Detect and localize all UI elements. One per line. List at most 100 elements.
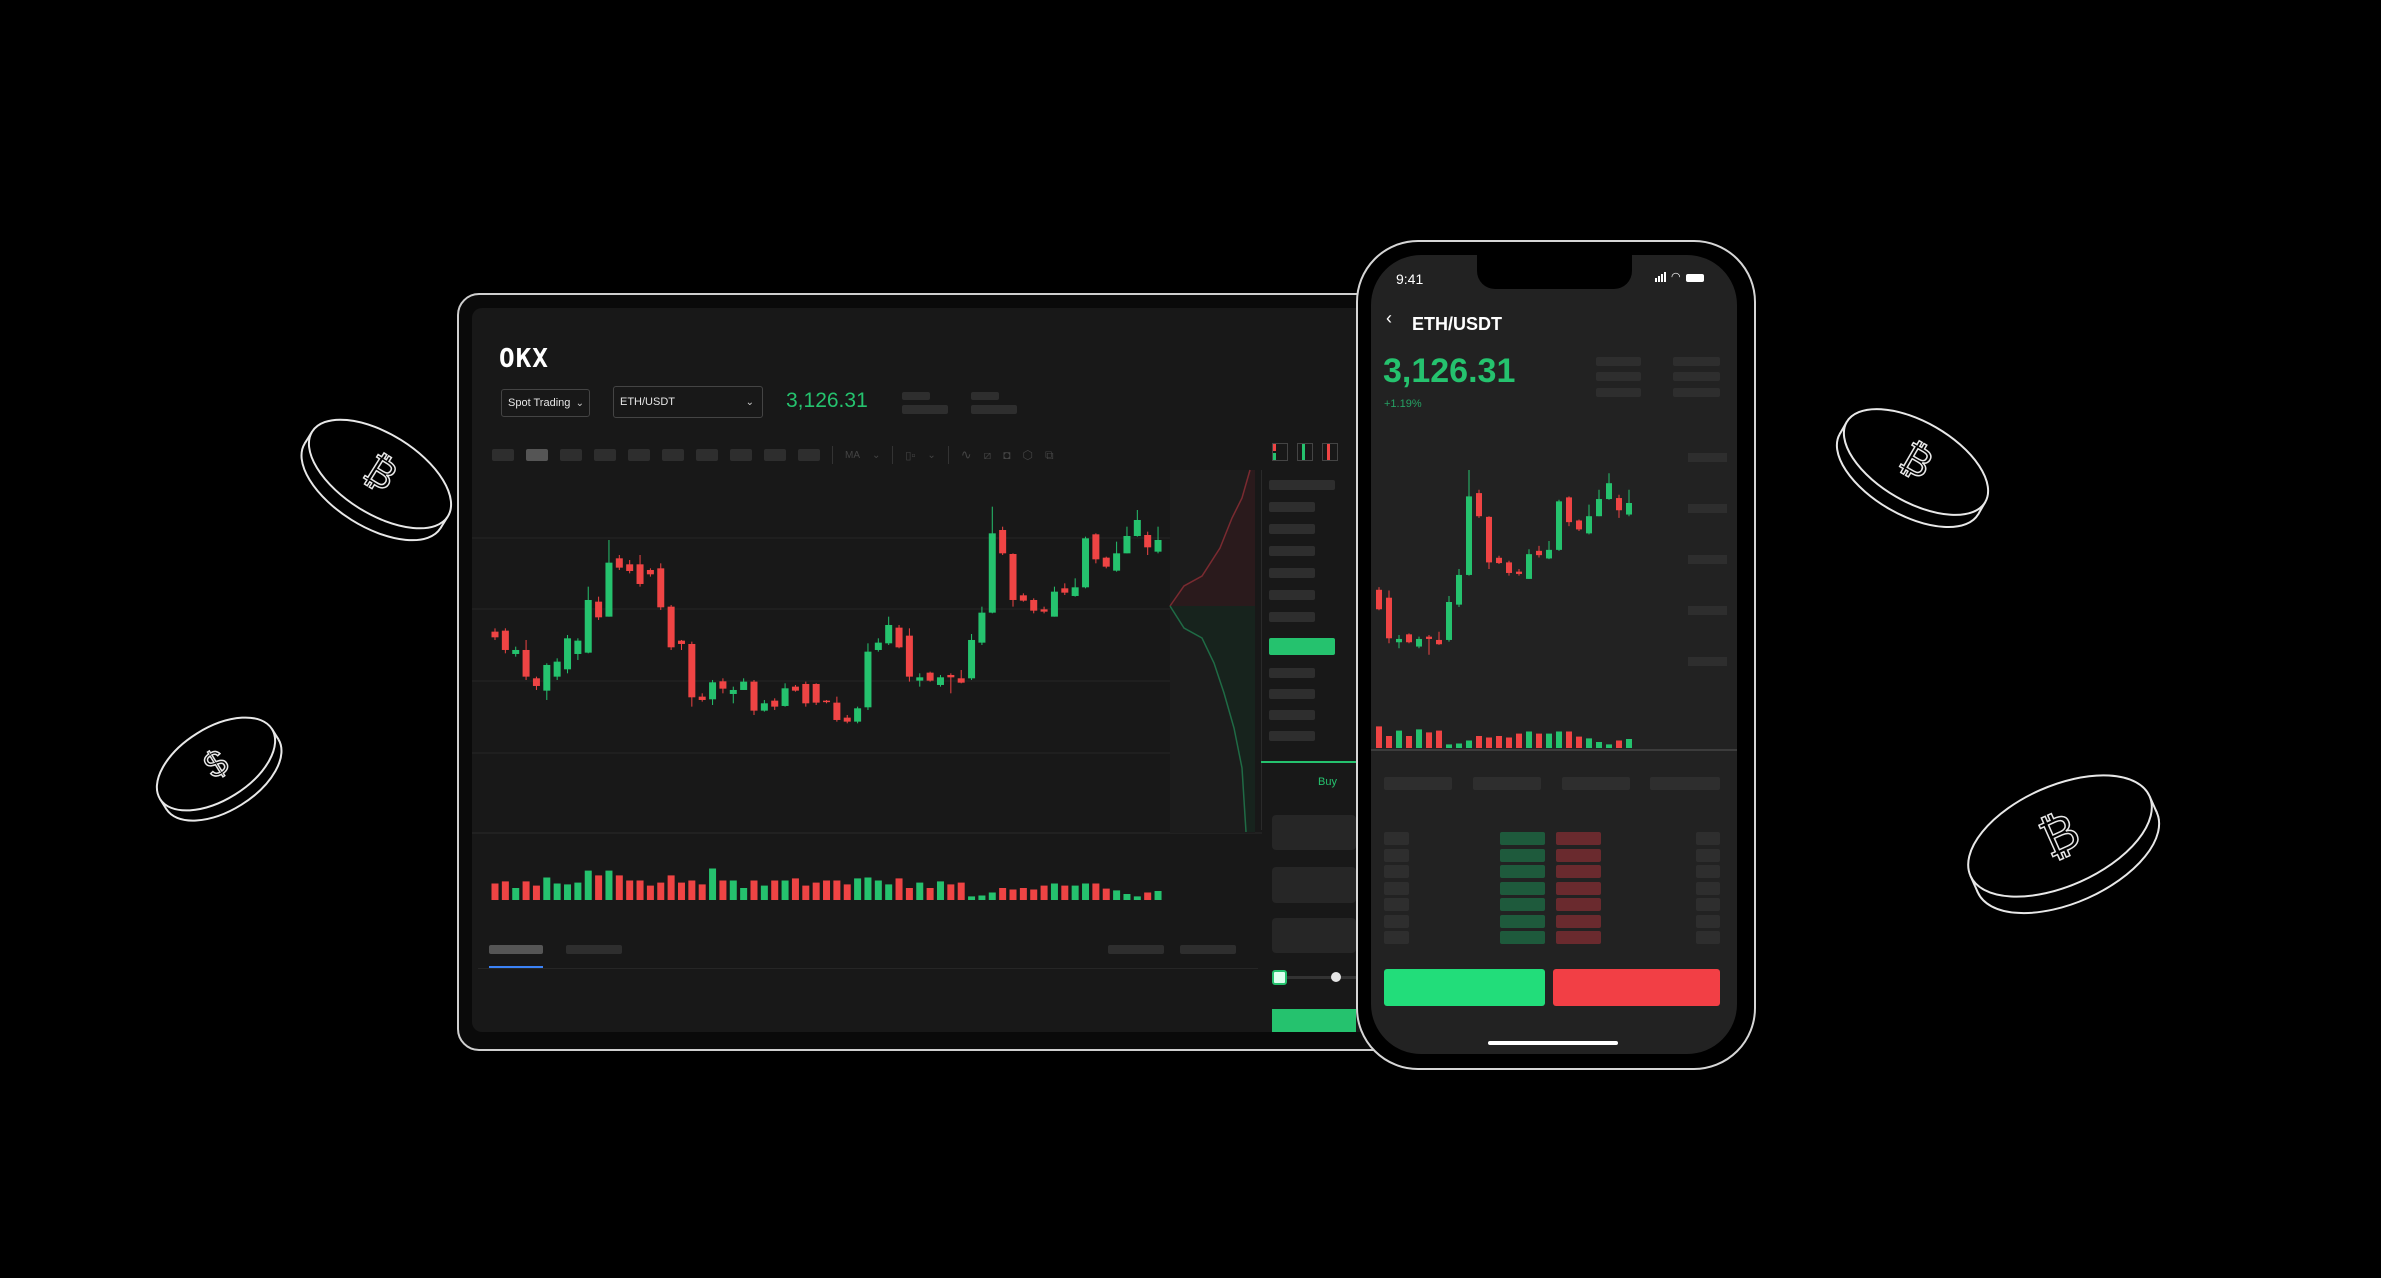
- ask-price[interactable]: [1556, 898, 1601, 911]
- fullscreen-icon[interactable]: ⧉: [1045, 447, 1054, 462]
- orderbook-both-icon[interactable]: [1272, 443, 1288, 461]
- bid-amount[interactable]: [1384, 931, 1409, 944]
- order-history-tab[interactable]: [566, 945, 622, 954]
- buy-button[interactable]: [1384, 969, 1545, 1006]
- volume-bar: [1082, 883, 1090, 900]
- timeframe-button[interactable]: [764, 449, 786, 461]
- candle: [916, 677, 924, 681]
- ask-row[interactable]: [1269, 590, 1315, 600]
- tab-placeholder[interactable]: [1473, 777, 1541, 790]
- ask-row[interactable]: [1269, 502, 1315, 512]
- bid-amount[interactable]: [1384, 832, 1409, 845]
- bid-row[interactable]: [1269, 689, 1315, 699]
- bid-price[interactable]: [1500, 898, 1545, 911]
- settings-icon[interactable]: ⬡: [1022, 448, 1034, 462]
- tab-placeholder[interactable]: [1562, 777, 1630, 790]
- bid-row[interactable]: [1269, 710, 1315, 720]
- orderbook-asks-icon[interactable]: [1322, 443, 1338, 461]
- tab-placeholder[interactable]: [1650, 777, 1720, 790]
- price-input[interactable]: [1272, 815, 1356, 850]
- candle-type-icon[interactable]: ▯▫: [905, 449, 916, 462]
- timeframe-button[interactable]: [730, 449, 752, 461]
- bid-amount[interactable]: [1384, 865, 1409, 878]
- volume-bar: [1426, 732, 1432, 748]
- timeframe-button[interactable]: [798, 449, 820, 461]
- timeframe-button-active[interactable]: [526, 449, 548, 461]
- candle: [760, 703, 768, 711]
- volume-bar: [771, 880, 779, 900]
- candle: [532, 678, 540, 686]
- bid-amount[interactable]: [1384, 898, 1409, 911]
- open-orders-tab[interactable]: [489, 945, 543, 954]
- bid-amount[interactable]: [1384, 914, 1409, 928]
- ask-row[interactable]: [1269, 546, 1315, 556]
- ruler-icon[interactable]: ⧄: [983, 447, 992, 462]
- volume-bar: [615, 875, 623, 900]
- tab-placeholder[interactable]: [1384, 777, 1452, 790]
- orderbook-bids-icon[interactable]: [1297, 443, 1313, 461]
- ask-row[interactable]: [1269, 568, 1315, 578]
- candle: [1061, 588, 1069, 593]
- ask-amount[interactable]: [1696, 898, 1720, 911]
- volume-bar: [1376, 726, 1382, 748]
- ask-price[interactable]: [1556, 881, 1601, 895]
- volume-bar: [1386, 736, 1392, 748]
- mid-price-row[interactable]: [1269, 638, 1335, 655]
- bid-price[interactable]: [1500, 832, 1545, 845]
- amount-input[interactable]: [1272, 867, 1356, 903]
- bid-price[interactable]: [1500, 914, 1545, 928]
- slider-handle[interactable]: [1272, 970, 1287, 985]
- bid-amount[interactable]: [1384, 881, 1409, 895]
- ask-row[interactable]: [1269, 480, 1335, 490]
- candlestick-chart[interactable]: [472, 468, 1262, 908]
- buy-button[interactable]: [1272, 1009, 1356, 1032]
- phone-candlestick-chart[interactable]: [1371, 440, 1737, 760]
- camera-icon[interactable]: ◘: [1003, 448, 1011, 462]
- ask-price[interactable]: [1556, 865, 1601, 878]
- amount-slider[interactable]: [1280, 976, 1356, 979]
- candle: [1030, 599, 1038, 611]
- buy-tab[interactable]: Buy: [1318, 776, 1337, 788]
- ask-row[interactable]: [1269, 612, 1315, 622]
- timeframe-button[interactable]: [492, 449, 514, 461]
- sell-button[interactable]: [1553, 969, 1720, 1006]
- ask-amount[interactable]: [1696, 931, 1720, 944]
- bid-amount[interactable]: [1384, 848, 1409, 862]
- status-icons: ◠: [1655, 272, 1704, 283]
- ask-row[interactable]: [1269, 524, 1315, 534]
- ask-price[interactable]: [1556, 848, 1601, 862]
- ask-amount[interactable]: [1696, 881, 1720, 895]
- ask-amount[interactable]: [1696, 865, 1720, 878]
- line-indicator-icon[interactable]: ∿: [960, 447, 972, 462]
- ask-amount[interactable]: [1696, 832, 1720, 845]
- total-input[interactable]: [1272, 918, 1356, 953]
- pair-select[interactable]: ETH/USDT ⌄: [613, 386, 763, 418]
- chevron-down-icon[interactable]: ⌄: [872, 449, 881, 461]
- slider-step-dot[interactable]: [1331, 972, 1341, 982]
- timeframe-button[interactable]: [628, 449, 650, 461]
- bid-price[interactable]: [1500, 865, 1545, 878]
- ma-indicator-button[interactable]: MA: [845, 449, 860, 461]
- volume-bar: [677, 882, 685, 900]
- ask-price[interactable]: [1556, 832, 1601, 845]
- chevron-down-icon[interactable]: ⌄: [927, 449, 936, 461]
- bid-price[interactable]: [1500, 848, 1545, 862]
- timeframe-button[interactable]: [696, 449, 718, 461]
- candle: [1009, 553, 1017, 600]
- bid-row[interactable]: [1269, 668, 1315, 678]
- timeframe-button[interactable]: [560, 449, 582, 461]
- ask-price[interactable]: [1556, 931, 1601, 944]
- bid-price[interactable]: [1500, 931, 1545, 944]
- candle: [1576, 520, 1582, 530]
- timeframe-button[interactable]: [662, 449, 684, 461]
- ask-amount[interactable]: [1696, 848, 1720, 862]
- market-type-select[interactable]: Spot Trading ⌄: [501, 389, 590, 417]
- back-chevron-icon[interactable]: ‹: [1386, 308, 1392, 328]
- candle: [491, 631, 499, 638]
- candle: [1596, 499, 1602, 517]
- bid-price[interactable]: [1500, 881, 1545, 895]
- ask-price[interactable]: [1556, 914, 1601, 928]
- bid-row[interactable]: [1269, 731, 1315, 741]
- ask-amount[interactable]: [1696, 914, 1720, 928]
- timeframe-button[interactable]: [594, 449, 616, 461]
